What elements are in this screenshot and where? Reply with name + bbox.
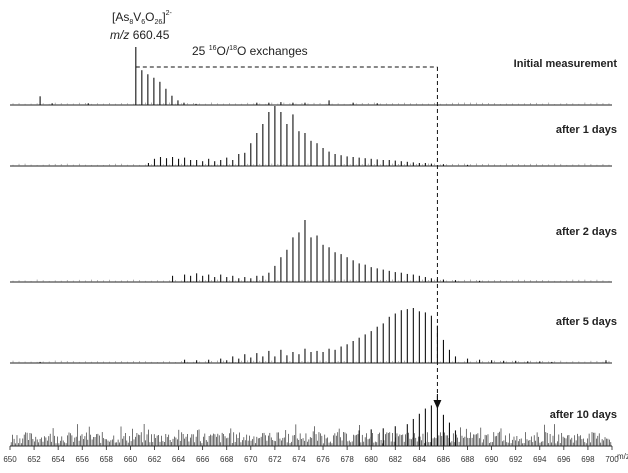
spectrum-panel: after 5 days (10, 308, 617, 364)
x-tick-label: 696 (557, 455, 571, 464)
panel-label: after 10 days (550, 409, 617, 421)
x-tick-label: 672 (268, 455, 282, 464)
panel-label: Initial measurement (514, 58, 618, 70)
x-tick-label: 698 (581, 455, 595, 464)
panel-label: after 5 days (556, 316, 617, 328)
spectrum-panel: after 2 days (10, 220, 617, 283)
x-tick-label: 700 (605, 455, 619, 464)
x-tick-label: 678 (340, 455, 354, 464)
x-tick-label: 686 (437, 455, 451, 464)
spectrum-panel: after 10 days (10, 394, 617, 447)
x-tick-label: 676 (316, 455, 330, 464)
precursor-mz-label: m/z 660.45 (110, 28, 170, 42)
x-tick-label: 684 (413, 455, 427, 464)
x-tick-label: 694 (533, 455, 547, 464)
exchange-label: 25 16O/18O exchanges (192, 44, 308, 58)
spectrum-panel: after 1 days (10, 106, 617, 167)
spectrum-panel: Initial measurement (10, 47, 618, 106)
x-axis-label: m/z (617, 452, 628, 461)
x-tick-label: 688 (461, 455, 475, 464)
precursor-annotation: [As8V6O26]2- m/z 660.45 25 16O/18O excha… (110, 10, 308, 58)
x-tick-label: 670 (244, 455, 258, 464)
x-tick-label: 660 (124, 455, 138, 464)
x-tick-label: 654 (51, 455, 65, 464)
x-axis: 650 652 654 656 658 660 662 664 666 668 670 672 674 6… (3, 446, 619, 464)
x-tick-label: 664 (172, 455, 186, 464)
exchange-arrow (135, 66, 442, 409)
x-tick-label: 680 (365, 455, 379, 464)
x-tick-label: 668 (220, 455, 234, 464)
x-tick-label: 692 (509, 455, 523, 464)
x-tick-label: 652 (27, 455, 41, 464)
x-tick-label: 682 (389, 455, 403, 464)
x-tick-label: 674 (292, 455, 306, 464)
panel-label: after 2 days (556, 226, 617, 238)
formula-label: [As8V6O26]2- (112, 10, 173, 26)
x-tick-label: 662 (148, 455, 162, 464)
x-tick-label: 650 (3, 455, 17, 464)
x-tick-label: 658 (100, 455, 114, 464)
arrow-head-icon (433, 400, 442, 409)
x-tick-label: 666 (196, 455, 210, 464)
panel-label: after 1 days (556, 124, 617, 136)
x-tick-label: 656 (76, 455, 90, 464)
spectrum-panels: Initial measurement after 1 days after 2 d… (10, 47, 618, 447)
x-tick-label: 690 (485, 455, 499, 464)
